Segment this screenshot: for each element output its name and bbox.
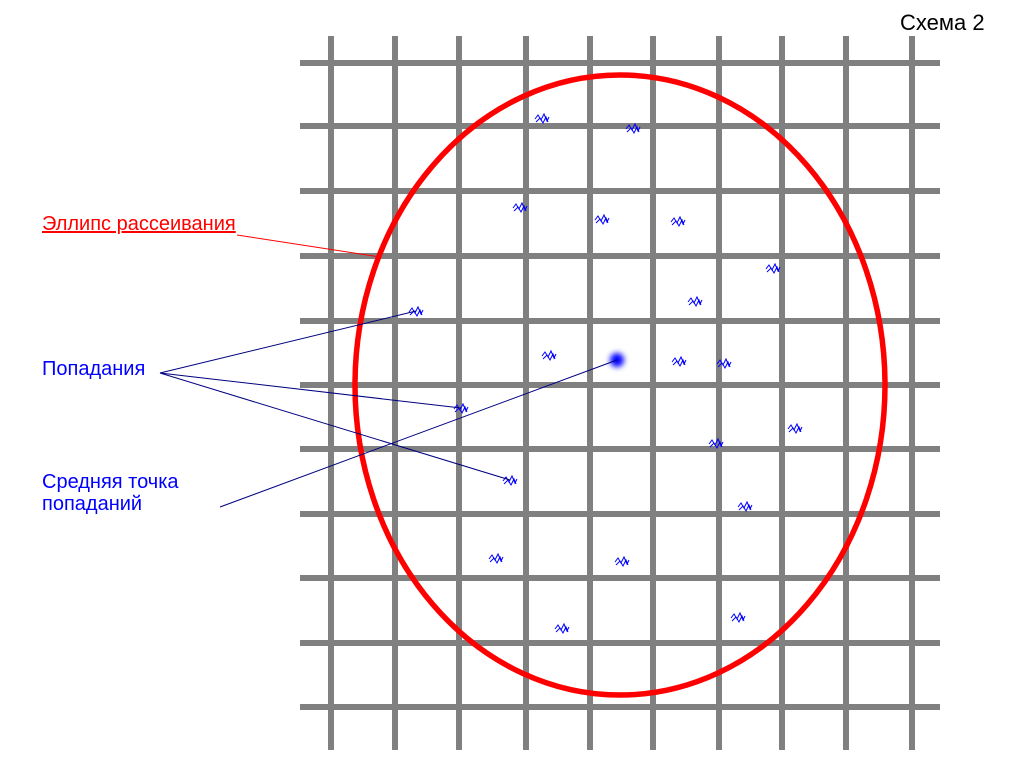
hit-point — [535, 114, 549, 123]
hit-point — [503, 476, 517, 485]
hit-point — [738, 502, 752, 511]
label-scatter-ellipse: Эллипс рассеивания — [42, 213, 236, 235]
hit-point — [595, 215, 609, 224]
label-center-point-line1: Средняя точка — [42, 471, 179, 493]
diagram-title: Схема 2 — [900, 10, 985, 35]
hit-point — [542, 351, 556, 360]
leader-hit — [160, 311, 416, 373]
hit-point — [671, 217, 685, 226]
hit-point — [766, 264, 780, 273]
hit-point — [688, 297, 702, 306]
leader-lines — [160, 235, 617, 507]
leader-hit — [160, 373, 461, 408]
hit-point — [615, 557, 629, 566]
scatter-ellipse-diagram: Схема 2 Эллипс рассеивания Попадания Сре… — [0, 0, 1024, 768]
grid — [300, 36, 940, 750]
hit-point — [555, 624, 569, 633]
hit-point — [731, 613, 745, 622]
label-center-point-line2: попаданий — [42, 493, 142, 515]
label-hits: Попадания — [42, 358, 145, 380]
hit-point — [489, 554, 503, 563]
hit-point — [788, 424, 802, 433]
hit-point — [672, 357, 686, 366]
